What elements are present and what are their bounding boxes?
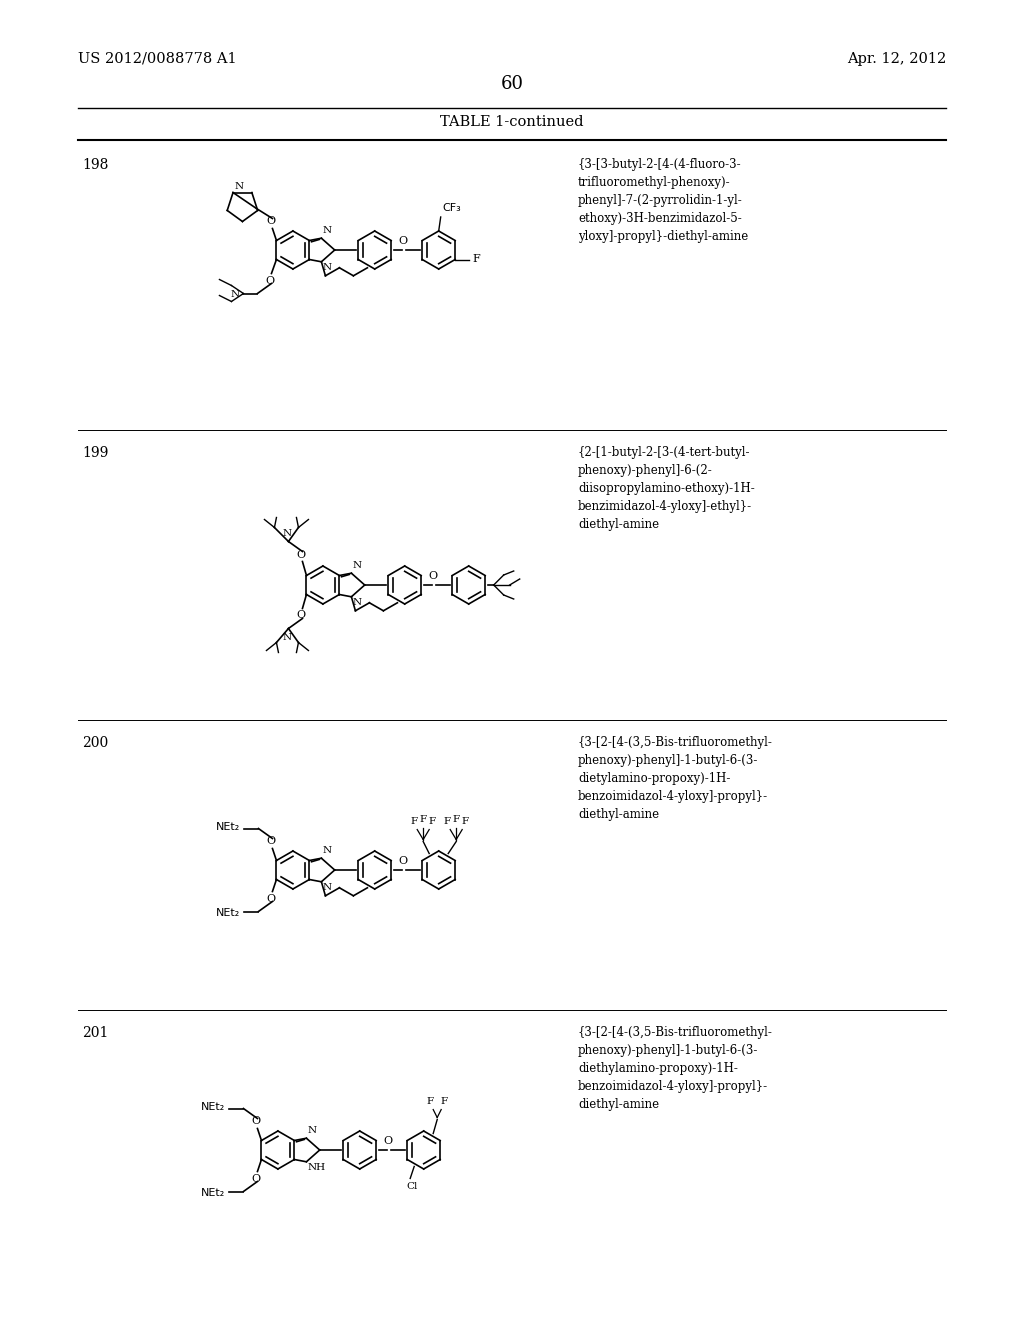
- Text: N: N: [323, 883, 332, 892]
- Text: N: N: [307, 1126, 316, 1135]
- Text: F: F: [429, 817, 436, 825]
- Text: O: O: [398, 855, 408, 866]
- Text: O: O: [266, 894, 275, 903]
- Text: F: F: [462, 817, 469, 825]
- Text: 201: 201: [82, 1026, 109, 1040]
- Text: O: O: [296, 549, 305, 560]
- Text: O: O: [266, 216, 275, 227]
- Text: {3-[2-[4-(3,5-Bis-trifluoromethyl-
phenoxy)-phenyl]-1-butyl-6-(3-
dietylamino-pr: {3-[2-[4-(3,5-Bis-trifluoromethyl- pheno…: [578, 737, 773, 821]
- Text: F: F: [427, 1097, 434, 1106]
- Text: N: N: [234, 182, 243, 190]
- Text: N: N: [283, 632, 292, 642]
- Text: N: N: [283, 528, 292, 537]
- Text: NH: NH: [307, 1163, 326, 1172]
- Text: N: N: [323, 226, 332, 235]
- Text: 60: 60: [501, 75, 523, 92]
- Text: F: F: [472, 255, 480, 264]
- Text: O: O: [266, 837, 275, 846]
- Text: F: F: [453, 814, 460, 824]
- Text: O: O: [251, 1117, 260, 1126]
- Text: CF₃: CF₃: [442, 203, 462, 213]
- Text: TABLE 1-continued: TABLE 1-continued: [440, 115, 584, 129]
- Text: US 2012/0088778 A1: US 2012/0088778 A1: [78, 51, 237, 66]
- Text: F: F: [411, 817, 418, 825]
- Text: {2-[1-butyl-2-[3-(4-tert-butyl-
phenoxy)-phenyl]-6-(2-
diisopropylamino-ethoxy)-: {2-[1-butyl-2-[3-(4-tert-butyl- phenoxy)…: [578, 446, 755, 531]
- Text: Cl: Cl: [407, 1183, 418, 1192]
- Text: F: F: [440, 1097, 447, 1106]
- Text: N: N: [352, 561, 361, 570]
- Text: {3-[3-butyl-2-[4-(4-fluoro-3-
trifluoromethyl-phenoxy)-
phenyl]-7-(2-pyrrolidin-: {3-[3-butyl-2-[4-(4-fluoro-3- trifluorom…: [578, 158, 749, 243]
- Text: N: N: [230, 290, 240, 300]
- Text: O: O: [296, 610, 305, 620]
- Text: NEt₂: NEt₂: [216, 908, 241, 919]
- Text: {3-[2-[4-(3,5-Bis-trifluoromethyl-
phenoxy)-phenyl]-1-butyl-6-(3-
diethylamino-p: {3-[2-[4-(3,5-Bis-trifluoromethyl- pheno…: [578, 1026, 773, 1111]
- Text: NEt₂: NEt₂: [216, 821, 241, 832]
- Text: 198: 198: [82, 158, 109, 172]
- Text: 199: 199: [82, 446, 109, 459]
- Text: 200: 200: [82, 737, 109, 750]
- Text: N: N: [352, 598, 361, 607]
- Text: O: O: [265, 276, 274, 285]
- Text: O: O: [398, 236, 408, 246]
- Text: NEt₂: NEt₂: [201, 1101, 225, 1111]
- Text: O: O: [383, 1137, 392, 1146]
- Text: F: F: [420, 814, 427, 824]
- Text: O: O: [428, 572, 437, 581]
- Text: F: F: [443, 817, 451, 825]
- Text: N: N: [323, 846, 332, 855]
- Text: O: O: [251, 1173, 260, 1184]
- Text: N: N: [323, 263, 332, 272]
- Text: NEt₂: NEt₂: [201, 1188, 225, 1199]
- Text: Apr. 12, 2012: Apr. 12, 2012: [847, 51, 946, 66]
